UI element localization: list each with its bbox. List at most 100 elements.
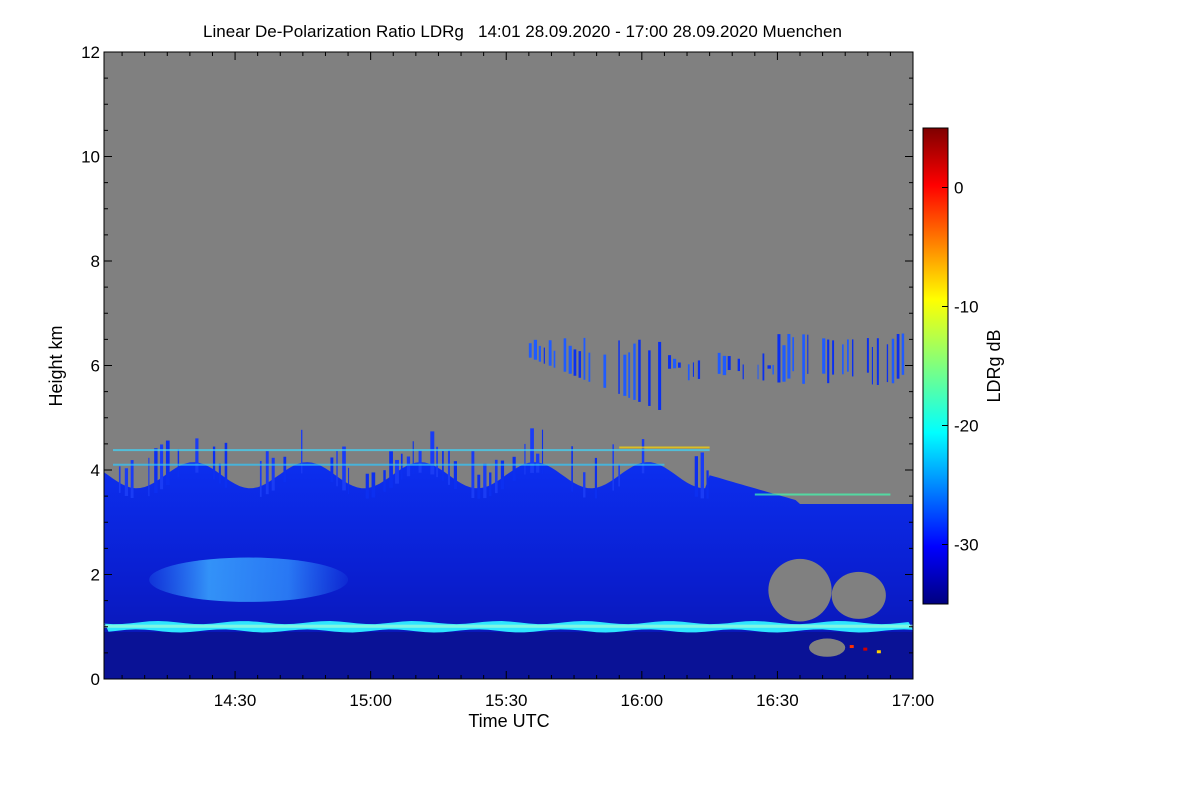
y-tick-label: 8: [91, 252, 100, 271]
plume: [406, 456, 411, 477]
cirrus-streak: [762, 353, 765, 381]
plume: [489, 472, 492, 497]
plume: [571, 446, 573, 492]
cirrus-streak: [871, 346, 874, 385]
cirrus-streak: [737, 358, 741, 372]
plume: [177, 449, 180, 478]
cirrus-streak: [623, 354, 627, 396]
cirrus-streak: [792, 337, 795, 372]
hot-pixel: [849, 645, 854, 649]
plume: [494, 459, 498, 494]
plume: [330, 457, 334, 483]
plume: [706, 470, 709, 499]
cirrus-streak: [807, 334, 809, 374]
cirrus-streak: [538, 345, 541, 362]
plume: [148, 457, 150, 497]
cirrus-streak: [876, 338, 879, 385]
cirrus-streak: [717, 352, 721, 374]
cirrus-streak: [633, 343, 636, 400]
no-data-gap: [768, 558, 832, 622]
y-tick-label: 0: [91, 670, 100, 689]
cirrus-streak: [638, 339, 641, 402]
colorbar-label: LDRg dB: [984, 329, 1004, 402]
y-axis: 0 2 4 6 8 10 12: [81, 43, 913, 689]
x-tick-label: 16:00: [621, 691, 664, 710]
y-tick-label: 2: [91, 566, 100, 585]
plume: [195, 438, 199, 473]
cirrus-streak: [727, 356, 731, 371]
cirrus-streak: [677, 362, 681, 368]
cirrus-streak: [782, 345, 786, 382]
plume: [453, 461, 457, 490]
cirrus-streak: [648, 350, 651, 406]
plume: [483, 463, 487, 499]
artifact-line: [754, 493, 891, 496]
cirrus-streak: [891, 338, 895, 384]
hot-pixel: [863, 647, 868, 651]
cirrus-streak: [573, 349, 577, 376]
artifact-line: [113, 449, 710, 452]
cirrus-streak: [866, 338, 869, 373]
cirrus-streak: [692, 362, 694, 377]
colorbar-tick-label: 0: [954, 179, 963, 198]
cirrus-streak: [583, 337, 586, 380]
cirrus-streak: [827, 339, 830, 384]
cirrus-streak: [901, 333, 905, 375]
plume: [583, 472, 586, 498]
cirrus-streak: [757, 364, 759, 380]
x-tick-label: 15:30: [485, 691, 528, 710]
plume: [271, 457, 275, 491]
plume: [259, 460, 262, 497]
cirrus-streak: [568, 345, 572, 374]
cirrus-streak: [603, 354, 607, 388]
plume: [212, 446, 216, 480]
ldr-field: [104, 333, 913, 679]
plume: [265, 451, 269, 495]
cirrus-streak: [553, 350, 556, 368]
plume: [477, 474, 481, 499]
cirrus-streak: [687, 364, 690, 381]
plume: [118, 466, 121, 493]
cirrus-streak: [777, 334, 781, 383]
colorbar-axis: 0 -10 -20 -30: [942, 179, 979, 555]
cirrus-streak: [628, 352, 631, 398]
y-tick-label: 10: [81, 148, 100, 167]
plume: [348, 467, 350, 495]
plume: [618, 464, 620, 487]
cirrus-streak: [787, 333, 791, 379]
cirrus-streak: [548, 340, 552, 366]
x-tick-label: 14:30: [214, 691, 257, 710]
plume: [700, 452, 704, 499]
cirrus-streak: [767, 365, 771, 369]
cirrus-streak: [673, 358, 677, 369]
plume: [389, 451, 393, 488]
plume: [160, 444, 164, 490]
cirrus-streak: [851, 339, 854, 377]
cirrus-streak: [658, 341, 662, 410]
cirrus-streak: [896, 333, 900, 379]
cirrus-streak: [842, 344, 844, 375]
cirrus-streak: [722, 355, 727, 376]
plume: [400, 453, 403, 480]
cirrus-streak: [697, 360, 701, 379]
plume: [471, 451, 475, 499]
plume: [512, 456, 516, 481]
plume: [412, 441, 414, 474]
no-data-gap: [809, 638, 846, 657]
plume: [371, 472, 376, 498]
cirrus-streak: [618, 340, 620, 394]
artifact-line: [619, 446, 710, 449]
cirrus-streak: [802, 334, 805, 384]
plume: [130, 460, 134, 499]
plume: [218, 463, 221, 484]
y-tick-label: 6: [91, 357, 100, 376]
colorbar: [922, 127, 949, 605]
colorbar-tick-label: -20: [954, 417, 979, 436]
plume: [447, 450, 450, 485]
plume: [436, 446, 438, 478]
plume: [524, 443, 526, 475]
plume: [283, 456, 287, 483]
cirrus-streak: [886, 344, 889, 383]
x-tick-label: 15:00: [349, 691, 392, 710]
plume: [365, 473, 369, 499]
